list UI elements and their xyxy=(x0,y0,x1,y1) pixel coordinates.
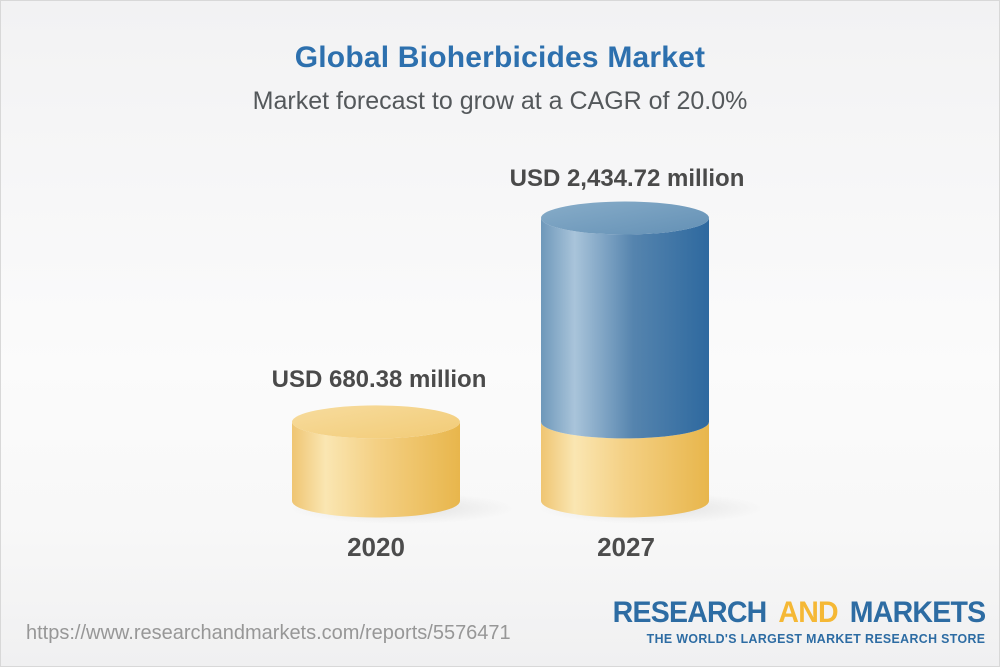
logo-word-research: RESEARCH xyxy=(612,596,767,629)
category-label-2020: 2020 xyxy=(347,532,405,562)
source-url-link[interactable]: https://www.researchandmarkets.com/repor… xyxy=(26,622,511,644)
logo-wordmark: RESEARCH AND MARKETS xyxy=(612,596,986,629)
category-label-2027: 2027 xyxy=(597,532,655,562)
logo-word-and: AND xyxy=(778,596,838,629)
value-label-2020: USD 680.38 million xyxy=(271,366,487,393)
research-and-markets-logo: RESEARCH AND MARKETS THE WORLD'S LARGEST… xyxy=(612,596,986,647)
chart-title: Global Bioherbicides Market xyxy=(294,41,706,74)
logo-tagline: THE WORLD'S LARGEST MARKET RESEARCH STOR… xyxy=(646,631,985,646)
chart-subtitle: Market forecast to grow at a CAGR of 20.… xyxy=(252,87,748,115)
logo-word-markets: MARKETS xyxy=(849,596,985,629)
value-label-2027: USD 2,434.72 million xyxy=(509,165,745,192)
